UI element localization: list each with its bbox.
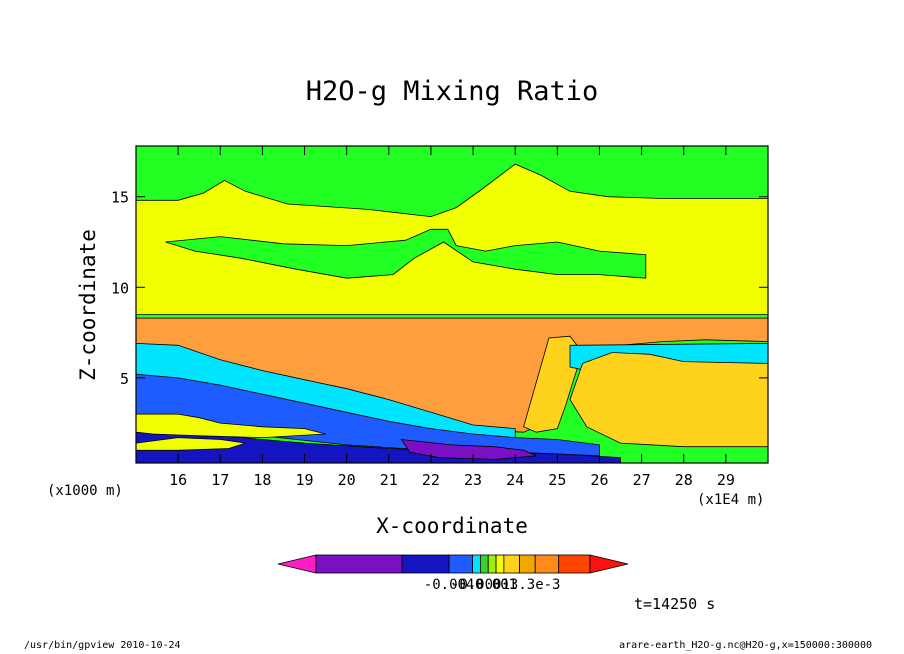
footer-left: /usr/bin/gpview 2010-10-24 — [24, 640, 181, 651]
y-tick-label: 15 — [111, 189, 129, 207]
field-layer — [136, 146, 768, 463]
colorbar-segment — [495, 554, 505, 574]
colorbar-segment — [479, 554, 489, 574]
colorbar-segment — [519, 554, 536, 574]
colorbar-label: -0.0001 — [451, 577, 510, 593]
contour-region-surface-purple — [400, 439, 537, 460]
x-tick-label: 26 — [590, 471, 608, 489]
y-axis-label: Z-coordinate — [76, 229, 100, 381]
x-tick-label: 22 — [422, 471, 440, 489]
y-tick-label: 5 — [120, 370, 129, 388]
contour-region-upper-band — [136, 413, 326, 439]
x-scale-label: (x1E4 m) — [697, 492, 765, 508]
plot-frame — [135, 145, 769, 464]
x-tick-label: 21 — [380, 471, 398, 489]
x-tick-label: 29 — [717, 471, 735, 489]
x-tick-label: 17 — [211, 471, 229, 489]
colorbar-label: -0.004 — [424, 577, 475, 593]
colorbar-segment — [448, 554, 473, 574]
chart-title: H2O-g Mixing Ratio — [305, 76, 599, 107]
footer-right: arare-earth_H2O-g.nc@H2O-g,x=150000:3000… — [619, 640, 872, 651]
x-tick-label: 23 — [464, 471, 482, 489]
y-tick-label: 10 — [111, 279, 129, 297]
contour-region-lower-blue — [136, 373, 600, 457]
x-tick-label: 16 — [169, 471, 187, 489]
colorbar-segment — [503, 554, 520, 574]
colorbar-segment — [558, 554, 591, 574]
colorbar-label: 0.001 — [475, 577, 517, 593]
x-tick-label: 18 — [253, 471, 271, 489]
colorbar-segment — [315, 554, 403, 574]
colorbar-segment — [487, 554, 497, 574]
contour-region-amber-region — [523, 335, 584, 433]
x-tick-label: 25 — [548, 471, 566, 489]
x-tick-label: 24 — [506, 471, 524, 489]
x-unit-label: (x1000 m) — [47, 483, 123, 499]
x-tick-label: 19 — [296, 471, 314, 489]
colorbar-low-arrow — [277, 554, 317, 574]
frame-layer: 16 17 18 19 20 21 22 23 24 25 26 27 28 29 5 10 15 — [111, 145, 769, 489]
colorbar-segment — [472, 554, 481, 574]
x-tick-label: 20 — [338, 471, 356, 489]
contour-region-mid-yellow-band — [136, 437, 246, 451]
contour-region-amber-region — [569, 352, 768, 448]
colorbar-segment — [401, 554, 450, 574]
colorbar-segment — [534, 554, 560, 574]
colorbar-label: 3.3e-3 — [510, 577, 561, 593]
contour-region-mid-green-band — [165, 228, 647, 279]
x-tick-label: 28 — [675, 471, 693, 489]
x-tick-label: 27 — [633, 471, 651, 489]
colorbar-high-arrow — [589, 554, 629, 574]
time-annotation: t=14250 s — [634, 595, 716, 613]
x-axis-label: X-coordinate — [376, 514, 528, 538]
